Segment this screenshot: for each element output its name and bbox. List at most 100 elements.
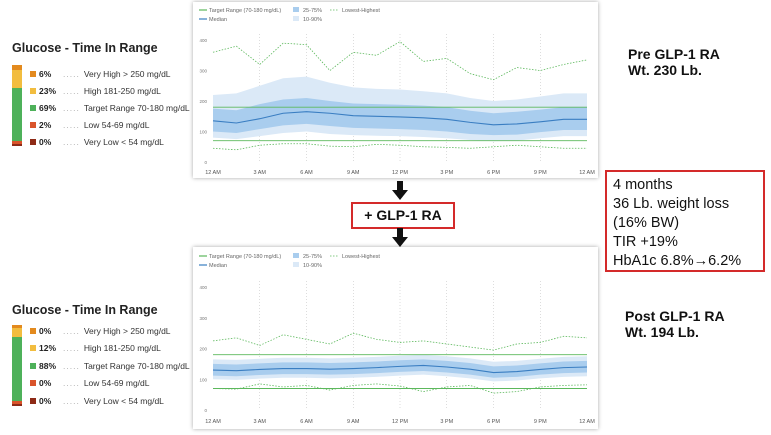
tir-leader-dots: ..... <box>63 137 80 147</box>
pre-weight: Wt. 230 Lb. <box>628 62 702 78</box>
tir-bar-segment-very-low <box>12 404 22 406</box>
x-tick-label: 9 AM <box>347 419 360 425</box>
post-weight: Wt. 194 Lb. <box>625 324 699 340</box>
legend-iqr-label: 25-75% <box>303 254 322 260</box>
tir-row-very-low: 0%..... Very Low < 54 mg/dL <box>30 396 164 406</box>
band-25-75 <box>213 359 587 378</box>
tir-range-label: Low 54-69 mg/dL <box>83 378 150 388</box>
legend-iqr-label: 25-75% <box>303 8 322 14</box>
outcome-duration: 4 months <box>613 177 673 193</box>
tir-percent: 88% <box>39 361 57 371</box>
tir-swatch <box>30 328 36 334</box>
agp-chart-pre: Target Range (70-180 mg/dL) Median 25-75% 1… <box>193 2 598 178</box>
x-tick-label: 12 PM <box>392 419 408 425</box>
tir-range-label: Target Range 70-180 mg/dL <box>83 103 190 113</box>
down-arrow-icon <box>392 181 408 200</box>
legend-p1090-swatch <box>293 262 299 267</box>
legend-p1090-label: 10-90% <box>303 263 322 269</box>
x-tick-label: 12 AM <box>579 419 595 425</box>
x-tick-label: 9 PM <box>534 419 547 425</box>
tir-row-high: 12%..... High 181-250 mg/dL <box>30 343 161 353</box>
x-tick-label: 3 AM <box>253 419 266 425</box>
tir-range-label: High 181-250 mg/dL <box>83 86 161 96</box>
y-tick-label: 400 <box>199 38 207 43</box>
tir-range-label: High 181-250 mg/dL <box>83 343 161 353</box>
outcome-percent-bw: (16% BW) <box>613 215 680 231</box>
tir-percent: 2% <box>39 120 52 130</box>
tir-range-label: Very High > 250 mg/dL <box>83 326 171 336</box>
tir-row-target: 69%..... Target Range 70-180 mg/dL <box>30 103 190 113</box>
tir-stacked-bar-pre <box>12 65 22 146</box>
x-tick-label: 6 PM <box>487 419 500 425</box>
y-tick-label: 0 <box>204 408 207 413</box>
median-line <box>212 364 588 374</box>
x-tick-label: 9 PM <box>534 170 547 176</box>
x-tick-label: 12 AM <box>205 170 221 176</box>
tir-percent: 23% <box>39 86 57 96</box>
agp-chart-pre-svg: Target Range (70-180 mg/dL) Median 25-75% 1… <box>199 7 595 176</box>
y-tick-label: 100 <box>199 377 207 382</box>
tir-percent: 0% <box>39 378 52 388</box>
tir-title-post: Glucose - Time In Range <box>12 303 158 317</box>
tir-row-high: 23%..... High 181-250 mg/dL <box>30 86 161 96</box>
agp-chart-post-svg: Target Range (70-180 mg/dL) Median 25-75% 1… <box>199 253 595 425</box>
legend-iqr-swatch <box>293 253 299 258</box>
tir-bar-segment-target <box>12 336 22 402</box>
tir-bar-segment-high <box>12 327 22 337</box>
tir-stacked-bar-post <box>12 325 22 406</box>
tir-leader-dots: ..... <box>63 103 80 113</box>
tir-percent: 6% <box>39 69 52 79</box>
tir-row-low: 0%..... Low 54-69 mg/dL <box>30 378 150 388</box>
lowest-line <box>212 143 587 151</box>
tir-leader-dots: ..... <box>63 86 80 96</box>
y-tick-label: 100 <box>199 130 207 135</box>
tir-percent: 12% <box>39 343 57 353</box>
tir-leader-dots: ..... <box>63 343 80 353</box>
x-tick-label: 3 PM <box>440 170 453 176</box>
tir-swatch <box>30 88 36 94</box>
tir-swatch <box>30 139 36 145</box>
legend-median-label: Median <box>209 263 227 269</box>
x-tick-label: 12 AM <box>205 419 221 425</box>
tir-percent: 0% <box>39 326 52 336</box>
tir-percent: 69% <box>39 103 57 113</box>
tir-row-target: 88%..... Target Range 70-180 mg/dL <box>30 361 190 371</box>
tir-leader-dots: ..... <box>63 69 80 79</box>
x-tick-label: 6 PM <box>487 170 500 176</box>
tir-range-label: Very Low < 54 mg/dL <box>83 137 164 147</box>
median-line <box>212 111 587 126</box>
legend-target-label: Target Range (70-180 mg/dL) <box>209 254 281 260</box>
legend-target-label: Target Range (70-180 mg/dL) <box>209 8 281 14</box>
outcome-hba1c: HbA1c 6.8%→6.2% <box>613 253 742 269</box>
lowest-line <box>212 383 588 394</box>
intervention-box: + GLP-1 RA <box>351 202 455 229</box>
y-tick-label: 200 <box>199 99 207 104</box>
post-title: Post GLP-1 RA <box>625 308 725 324</box>
tir-row-low: 2%..... Low 54-69 mg/dL <box>30 120 150 130</box>
agp-chart-post: Target Range (70-180 mg/dL) Median 25-75% 1… <box>193 247 598 429</box>
tir-leader-dots: ..... <box>63 326 80 336</box>
tir-leader-dots: ..... <box>63 361 80 371</box>
tir-row-very-low: 0%..... Very Low < 54 mg/dL <box>30 137 164 147</box>
tir-swatch <box>30 363 36 369</box>
tir-range-label: Very High > 250 mg/dL <box>83 69 171 79</box>
legend-p1090-swatch <box>293 16 299 21</box>
tir-range-label: Target Range 70-180 mg/dL <box>83 361 190 371</box>
outcome-weight-loss: 36 Lb. weight loss <box>613 196 730 212</box>
tir-swatch <box>30 71 36 77</box>
tir-bar-segment-low <box>12 141 22 145</box>
tir-range-label: Low 54-69 mg/dL <box>83 120 150 130</box>
y-tick-label: 300 <box>199 316 207 321</box>
tir-swatch <box>30 380 36 386</box>
legend-median-label: Median <box>209 17 227 23</box>
tir-bar-segment-high <box>12 69 22 88</box>
x-tick-label: 6 AM <box>300 170 313 176</box>
tir-title-pre: Glucose - Time In Range <box>12 41 158 55</box>
tir-swatch <box>30 345 36 351</box>
y-tick-label: 400 <box>199 285 207 290</box>
tir-swatch <box>30 398 36 404</box>
intervention-label: + GLP-1 RA <box>364 207 442 223</box>
x-tick-label: 12 PM <box>392 170 408 176</box>
tir-percent: 0% <box>39 396 52 406</box>
highest-line <box>212 332 588 351</box>
